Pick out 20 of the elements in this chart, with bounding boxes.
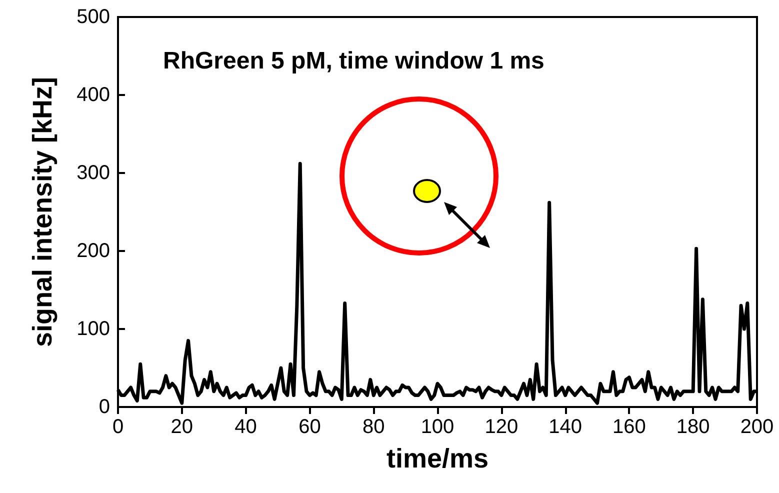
y-tick-label: 400 bbox=[76, 84, 110, 106]
text: RhGreen 5 pM, time window 1 ms bbox=[163, 48, 544, 74]
x-tick-label: 100 bbox=[420, 416, 454, 438]
x-tick-label: 60 bbox=[298, 416, 321, 438]
x-tick-label: 0 bbox=[112, 416, 124, 438]
y-tick-label: 200 bbox=[76, 240, 110, 262]
y-axis-title: signal intensity [kHz] bbox=[28, 76, 58, 348]
x-tick-label: 140 bbox=[548, 416, 582, 438]
x-tick-label: 200 bbox=[740, 416, 774, 438]
x-tick-label: 160 bbox=[612, 416, 646, 438]
x-tick-label: 180 bbox=[676, 416, 710, 438]
x-tick-label: 40 bbox=[234, 416, 257, 438]
x-tick-label: 120 bbox=[484, 416, 518, 438]
y-tick-label: 500 bbox=[76, 6, 110, 28]
y-tick-label: 0 bbox=[98, 396, 110, 418]
y-tick-label: 100 bbox=[76, 318, 110, 340]
x-tick-label: 20 bbox=[170, 416, 194, 438]
x-tick-label: 80 bbox=[362, 416, 385, 438]
y-tick-label: 300 bbox=[76, 162, 110, 184]
x-axis-title: time/ms bbox=[386, 444, 489, 474]
